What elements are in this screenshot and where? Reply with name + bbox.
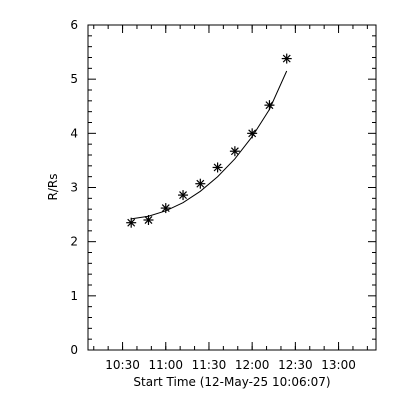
y-tick-label: 3: [70, 181, 78, 195]
y-tick-label: 1: [70, 289, 78, 303]
x-tick-label: 13:00: [321, 358, 356, 372]
x-tick-label: 12:00: [235, 358, 270, 372]
x-tick-label: 11:00: [148, 358, 183, 372]
x-axis: 10:30 11:00 11:30 12:00 12:30 13:00: [93, 25, 368, 372]
y-tick-label: 6: [70, 18, 78, 32]
y-tick-label: 5: [70, 72, 78, 86]
x-tick-label: 11:30: [192, 358, 227, 372]
data-point: [247, 128, 258, 139]
y-tick-label: 2: [70, 235, 78, 249]
y-axis: 0 1 2 3 4 5 6: [70, 18, 376, 357]
data-point: [195, 178, 206, 189]
data-point: [264, 100, 275, 111]
x-tick-label: 10:30: [105, 358, 140, 372]
data-point: [143, 215, 154, 225]
data-point: [160, 203, 171, 214]
x-axis-label: Start Time (12-May-25 10:06:07): [133, 375, 330, 389]
data-point: [212, 162, 223, 173]
data-point: [281, 53, 292, 64]
data-points: [126, 53, 292, 228]
data-point: [126, 217, 137, 228]
plot-frame: [87, 24, 377, 351]
y-tick-label: 4: [70, 126, 78, 140]
data-point: [178, 190, 189, 201]
fit-curve: [131, 70, 288, 220]
data-point: [229, 146, 240, 157]
y-axis-label: R/Rs: [46, 174, 60, 201]
y-tick-label: 0: [70, 343, 78, 357]
x-tick-label: 12:30: [278, 358, 313, 372]
